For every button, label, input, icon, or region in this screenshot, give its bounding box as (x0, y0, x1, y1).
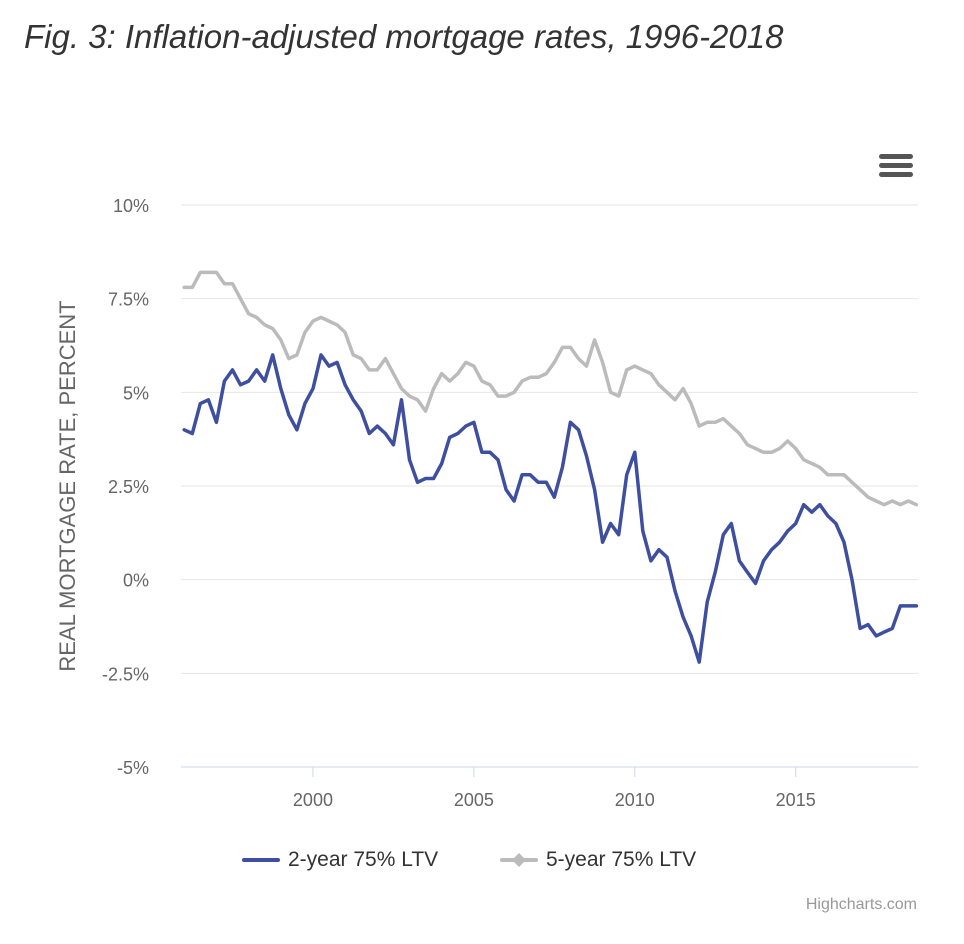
y-tick-label: 0% (123, 571, 149, 591)
legend-item-2-year[interactable]: 2-year 75% LTV (242, 848, 438, 872)
legend-label: 5-year 75% LTV (546, 848, 697, 871)
y-axis-title: REAL MORTGAGE RATE, PERCENT (55, 300, 80, 671)
y-tick-label: 5% (123, 383, 149, 403)
series-line-1[interactable] (182, 270, 919, 507)
series-line-0[interactable] (182, 353, 919, 664)
y-tick-label: 2.5% (108, 477, 149, 497)
credits-link[interactable]: Highcharts.com (805, 896, 917, 913)
legend-item-5-year[interactable]: 5-year 75% LTV (500, 848, 696, 872)
hamburger-menu-icon (879, 154, 913, 159)
y-tick-label: 7.5% (108, 290, 149, 310)
chart-title: Fig. 3: Inflation-adjusted mortgage rate… (24, 18, 784, 55)
hamburger-menu-icon-bar (879, 163, 913, 168)
x-tick-label: 2005 (454, 790, 494, 810)
x-tick-label: 2000 (293, 790, 333, 810)
y-tick-label: -5% (117, 758, 149, 778)
x-tick-label: 2010 (615, 790, 655, 810)
axes: -5% -2.5% 0% 2.5% 5% 7.5% 10% 2000 2005 2010 2015 (102, 196, 918, 810)
grid-lines (181, 204, 918, 674)
y-tick-label: 10% (113, 196, 149, 216)
y-tick-label: -2.5% (102, 664, 149, 684)
legend-diamond-icon (500, 853, 538, 867)
chart-legend: 2-year 75% LTV 5-year 75% LTV (0, 848, 964, 882)
x-tick-label: 2015 (776, 790, 816, 810)
legend-label: 2-year 75% LTV (288, 848, 439, 871)
hamburger-menu-icon-bar (879, 172, 913, 177)
legend-line-icon (242, 858, 280, 862)
series-lines (182, 270, 919, 664)
chart-menu-button[interactable] (874, 148, 918, 184)
